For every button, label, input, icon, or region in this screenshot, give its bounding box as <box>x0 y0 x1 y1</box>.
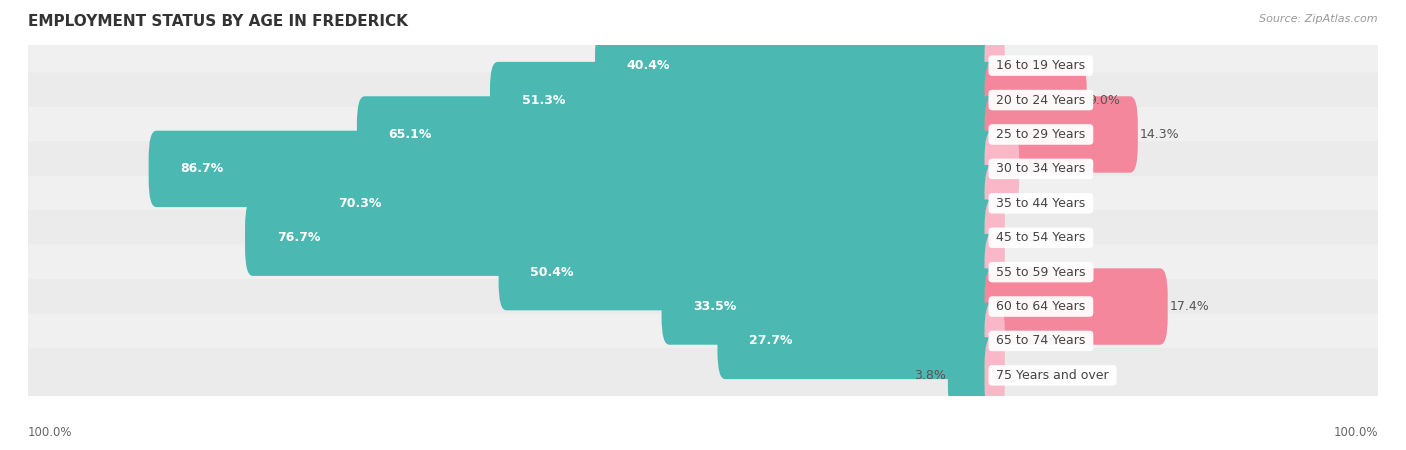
Text: 14.3%: 14.3% <box>1140 128 1180 141</box>
Text: Source: ZipAtlas.com: Source: ZipAtlas.com <box>1260 14 1378 23</box>
Text: 27.7%: 27.7% <box>749 334 793 347</box>
FancyBboxPatch shape <box>662 268 1000 345</box>
Text: EMPLOYMENT STATUS BY AGE IN FREDERICK: EMPLOYMENT STATUS BY AGE IN FREDERICK <box>28 14 408 28</box>
FancyBboxPatch shape <box>25 38 1381 93</box>
FancyBboxPatch shape <box>984 199 1005 276</box>
Text: 0.0%: 0.0% <box>1026 59 1057 72</box>
FancyBboxPatch shape <box>984 234 1005 310</box>
FancyBboxPatch shape <box>25 107 1381 162</box>
FancyBboxPatch shape <box>984 27 1005 104</box>
Text: 17.4%: 17.4% <box>1170 300 1209 313</box>
Text: 0.0%: 0.0% <box>1026 334 1057 347</box>
FancyBboxPatch shape <box>948 337 1000 414</box>
FancyBboxPatch shape <box>25 176 1381 231</box>
FancyBboxPatch shape <box>25 313 1381 369</box>
Text: 65 to 74 Years: 65 to 74 Years <box>993 334 1090 347</box>
FancyBboxPatch shape <box>984 130 1019 207</box>
FancyBboxPatch shape <box>357 96 1000 173</box>
Text: 30 to 34 Years: 30 to 34 Years <box>993 162 1090 176</box>
FancyBboxPatch shape <box>984 303 1005 379</box>
Text: 60 to 64 Years: 60 to 64 Years <box>993 300 1090 313</box>
FancyBboxPatch shape <box>25 141 1381 196</box>
FancyBboxPatch shape <box>25 245 1381 300</box>
Text: 35 to 44 Years: 35 to 44 Years <box>993 197 1090 210</box>
Text: 65.1%: 65.1% <box>388 128 432 141</box>
Text: 70.3%: 70.3% <box>339 197 382 210</box>
Text: 25 to 29 Years: 25 to 29 Years <box>993 128 1090 141</box>
Text: 40.4%: 40.4% <box>627 59 671 72</box>
Text: 33.5%: 33.5% <box>693 300 737 313</box>
FancyBboxPatch shape <box>984 62 1087 138</box>
FancyBboxPatch shape <box>25 279 1381 334</box>
Text: 86.7%: 86.7% <box>180 162 224 176</box>
FancyBboxPatch shape <box>984 268 1168 345</box>
Text: 20 to 24 Years: 20 to 24 Years <box>993 94 1090 107</box>
Text: 3.8%: 3.8% <box>914 369 946 382</box>
Text: 0.0%: 0.0% <box>1026 231 1057 244</box>
Text: 45 to 54 Years: 45 to 54 Years <box>993 231 1090 244</box>
Text: 9.0%: 9.0% <box>1088 94 1121 107</box>
Text: 50.4%: 50.4% <box>530 266 574 279</box>
FancyBboxPatch shape <box>25 210 1381 265</box>
FancyBboxPatch shape <box>717 303 1000 379</box>
FancyBboxPatch shape <box>245 199 1000 276</box>
Text: 76.7%: 76.7% <box>277 231 321 244</box>
Text: 51.3%: 51.3% <box>522 94 565 107</box>
Text: 55 to 59 Years: 55 to 59 Years <box>993 266 1090 279</box>
Text: 0.0%: 0.0% <box>1026 369 1057 382</box>
Text: 100.0%: 100.0% <box>28 426 73 438</box>
Text: 0.0%: 0.0% <box>1026 266 1057 279</box>
FancyBboxPatch shape <box>595 27 1000 104</box>
FancyBboxPatch shape <box>984 96 1137 173</box>
Text: 16 to 19 Years: 16 to 19 Years <box>993 59 1090 72</box>
Text: 0.0%: 0.0% <box>1026 197 1057 210</box>
FancyBboxPatch shape <box>25 348 1381 403</box>
FancyBboxPatch shape <box>307 165 1000 242</box>
FancyBboxPatch shape <box>25 72 1381 128</box>
FancyBboxPatch shape <box>499 234 1000 310</box>
Text: 75 Years and over: 75 Years and over <box>993 369 1114 382</box>
FancyBboxPatch shape <box>149 130 1000 207</box>
Text: 100.0%: 100.0% <box>1333 426 1378 438</box>
FancyBboxPatch shape <box>984 165 1005 242</box>
Text: 2.0%: 2.0% <box>1026 162 1057 176</box>
FancyBboxPatch shape <box>489 62 1000 138</box>
FancyBboxPatch shape <box>984 337 1005 414</box>
